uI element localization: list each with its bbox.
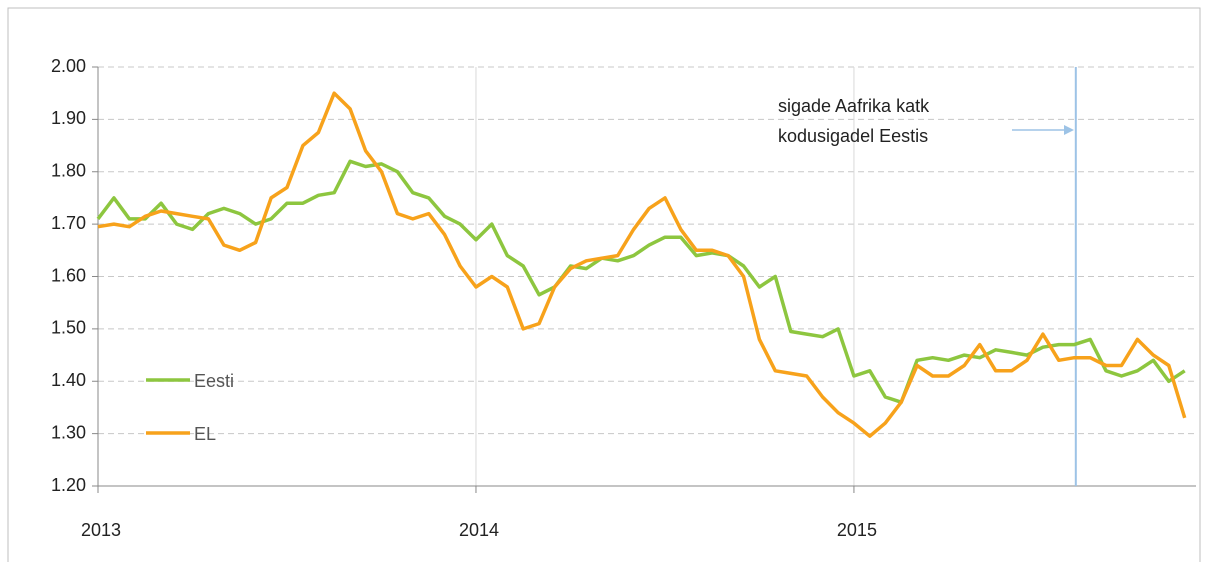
y-tick-label: 1.70 xyxy=(51,213,86,233)
legend-label: EL xyxy=(194,424,216,444)
series-line xyxy=(97,91,1187,438)
y-tick-label: 1.20 xyxy=(51,475,86,495)
y-tick-label: 1.30 xyxy=(51,422,86,442)
x-tick-label: 2015 xyxy=(837,520,877,540)
y-tick-label: 1.80 xyxy=(51,161,86,181)
y-tick-label: 1.50 xyxy=(51,318,86,338)
annotation: sigade Aafrika katk xyxy=(778,96,930,116)
y-tick-label: 1.90 xyxy=(51,108,86,128)
y-tick-label: 1.60 xyxy=(51,265,86,285)
y-tick-label: 2.00 xyxy=(51,56,86,76)
legend-label: Eesti xyxy=(194,371,234,391)
annotation-arrowhead xyxy=(1064,125,1074,135)
y-tick-label: 1.40 xyxy=(51,370,86,390)
x-tick-label: 2013 xyxy=(81,520,121,540)
chart-border xyxy=(7,7,1201,562)
series-line xyxy=(96,159,1186,404)
annotation: kodusigadel Eestis xyxy=(778,126,928,146)
x-tick-label: 2014 xyxy=(459,520,499,540)
